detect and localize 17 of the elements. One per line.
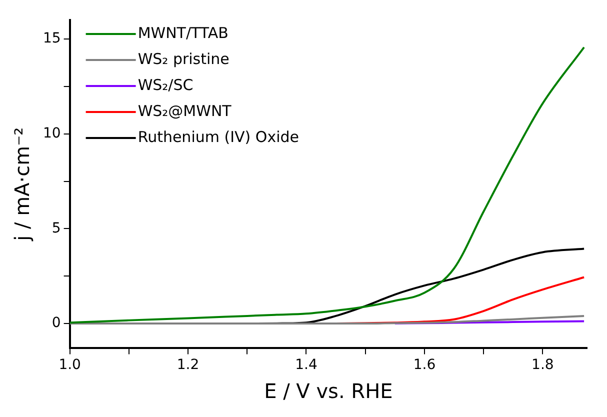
legend-label: Ruthenium (IV) Oxide	[138, 128, 300, 146]
y-tick-label: 5	[52, 220, 61, 236]
x-tick-label: 1.4	[295, 357, 318, 374]
x-tick-label: 1.6	[413, 357, 436, 374]
x-axis-title: E / V vs. RHE	[264, 379, 393, 404]
y-tick-label: 15	[42, 30, 61, 47]
line-series	[70, 314, 586, 325]
x-tick-label: 1.0	[58, 357, 81, 374]
legend-label: WS₂@MWNT	[138, 102, 232, 120]
legend-label: WS₂ pristine	[138, 50, 230, 68]
y-tick-label: 0	[52, 315, 61, 332]
x-tick-label: 1.2	[176, 357, 200, 374]
x-tick-label: 1.8	[532, 357, 554, 374]
legend-label: MWNT/TTAB	[138, 24, 228, 42]
y-tick-label: 10	[42, 125, 61, 142]
legend-label: WS₂/SC	[138, 76, 194, 94]
y-axis-title: j / mA·cm⁻²	[10, 127, 34, 242]
